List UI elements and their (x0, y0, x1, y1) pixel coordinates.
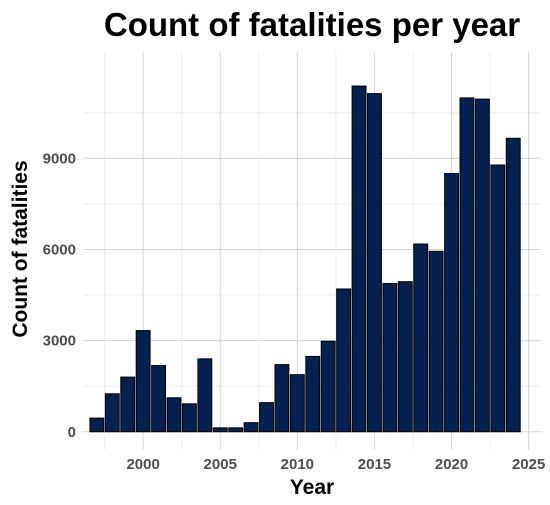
x-axis-ticks: 2000 2005 2010 2015 2020 2025 (126, 456, 545, 473)
bar-2011 (305, 355, 321, 433)
bar-2000 (135, 330, 151, 433)
bar-2016 (382, 283, 398, 433)
bar-2006 (228, 427, 244, 433)
bar-2022 (474, 98, 490, 433)
x-tick-label: 2015 (358, 456, 391, 473)
x-axis-title: Year (290, 476, 334, 499)
bar-2018 (413, 243, 429, 433)
x-tick-label: 2000 (126, 456, 159, 473)
y-tick-label: 6000 (43, 241, 76, 258)
bar-2015 (367, 93, 382, 433)
chart-title: Count of fatalities per year (104, 6, 520, 43)
x-tick-label: 2010 (281, 456, 314, 473)
bar-2001 (151, 365, 167, 433)
bar-2005 (212, 427, 228, 433)
bar-1998 (104, 393, 120, 433)
y-axis-title: Count of fatalities (9, 160, 32, 337)
bars (89, 85, 521, 433)
bar-2013 (336, 288, 352, 433)
bar-2024 (505, 137, 521, 433)
bar-2019 (428, 250, 444, 433)
x-tick-label: 2005 (204, 456, 237, 473)
y-tick-label: 9000 (43, 150, 76, 167)
bar-2002 (166, 397, 182, 433)
bar-2021 (459, 97, 475, 433)
bar-1997 (89, 417, 105, 433)
bar-2012 (320, 340, 336, 433)
bar-2007 (243, 422, 259, 433)
bar-2003 (181, 403, 197, 433)
bar-2020 (444, 173, 459, 433)
y-axis-ticks: 0 3000 6000 9000 (43, 150, 76, 440)
bar-2008 (259, 402, 274, 433)
bar-2010 (289, 374, 305, 433)
bar-1999 (120, 376, 136, 433)
bar-2009 (274, 364, 290, 433)
y-tick-label: 3000 (43, 333, 76, 350)
y-tick-label: 0 (68, 424, 76, 441)
x-tick-label: 2020 (435, 456, 468, 473)
bar-2014 (351, 85, 367, 433)
bar-2004 (197, 358, 213, 433)
bar-2023 (490, 164, 506, 433)
x-tick-label: 2025 (512, 456, 545, 473)
bar-2017 (397, 281, 413, 433)
